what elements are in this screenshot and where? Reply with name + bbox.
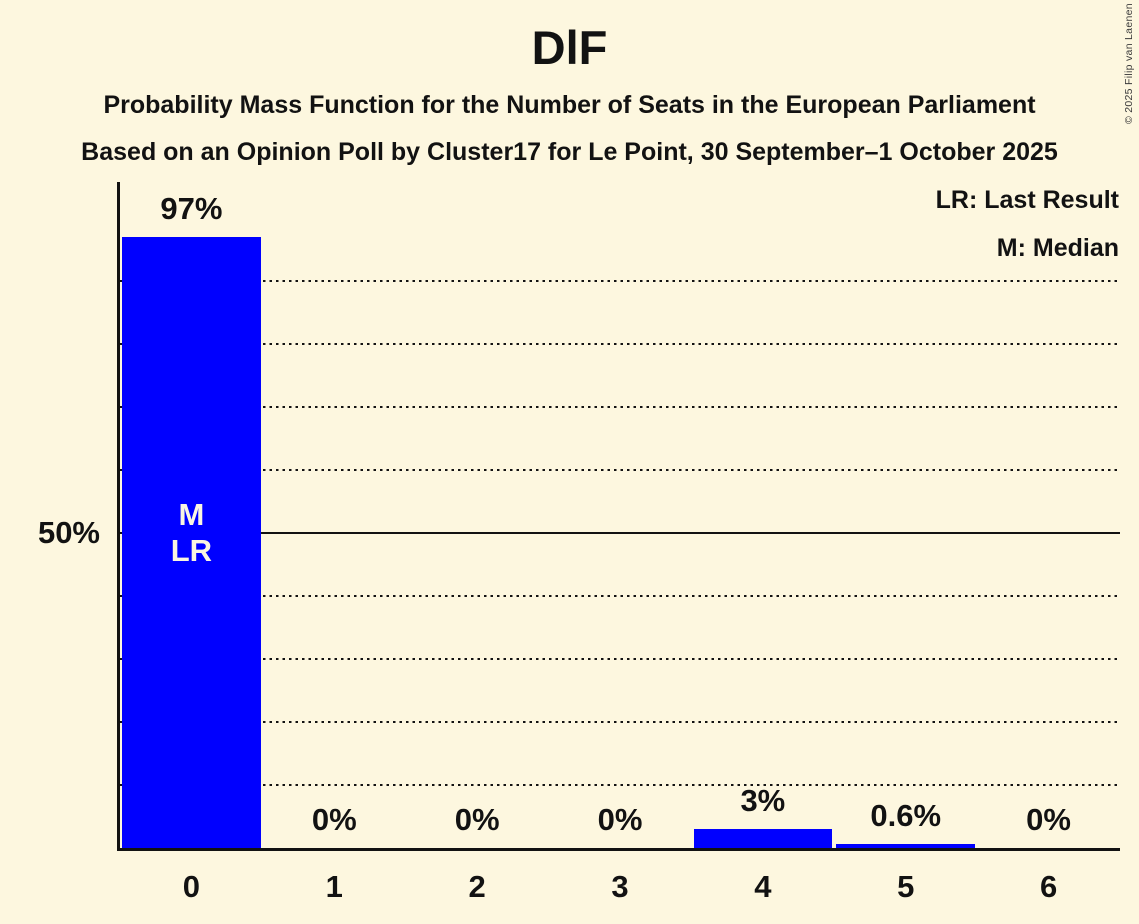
gridline-dotted-90 (120, 280, 1120, 282)
gridline-solid-50 (120, 532, 1120, 534)
gridline-dotted-40 (120, 595, 1120, 597)
chart-source-line: Based on an Opinion Poll by Cluster17 fo… (81, 138, 1058, 166)
x-tick-label-3: 3 (611, 869, 629, 904)
gridline-dotted-30 (120, 658, 1120, 660)
plot-area: 97% M LR 0% 0% 0% 3% 0.6% 0% (117, 182, 1120, 851)
bar-slot-6: 0% (977, 182, 1120, 848)
bar-slot-1: 0% (263, 182, 406, 848)
x-tick-label-4: 4 (754, 869, 772, 904)
x-tick-label-0: 0 (182, 869, 201, 904)
x-tick-label-1: 1 (325, 869, 343, 904)
copyright-notice: © 2025 Filip van Laenen (1123, 3, 1135, 124)
bar-seats-5 (836, 844, 975, 848)
value-label-5: 0.6% (870, 798, 942, 834)
x-tick-label-2: 2 (468, 869, 486, 904)
legend-median: M: Median (996, 234, 1119, 262)
value-label-0: 97% (160, 190, 223, 226)
bar-seats-0 (122, 236, 261, 848)
gridline-dotted-80 (120, 343, 1120, 345)
gridline-dotted-70 (120, 406, 1120, 408)
value-label-4: 3% (740, 783, 786, 819)
bar-slot-5: 0.6% (834, 182, 977, 848)
y-axis-label-50: 50% (37, 515, 100, 550)
gridline-dotted-10 (120, 784, 1120, 786)
annotation-m: M (178, 497, 205, 532)
value-label-6: 0% (1026, 802, 1071, 837)
bar-slot-4: 3% (691, 182, 834, 848)
bar-seats-4 (693, 829, 833, 848)
bar-slot-0: 97% M LR (120, 182, 263, 848)
bar-slot-3: 0% (549, 182, 692, 848)
bar-annotation-0: M LR (120, 497, 263, 569)
gridline-dotted-60 (120, 469, 1120, 471)
value-label-3: 0% (597, 802, 643, 837)
value-label-2: 0% (454, 802, 500, 837)
gridline-dotted-20 (120, 721, 1120, 723)
x-tick-label-6: 6 (1039, 869, 1058, 904)
chart-subtitle: Probability Mass Function for the Number… (103, 91, 1036, 119)
x-tick-label-5: 5 (897, 869, 915, 904)
bar-slot-2: 0% (406, 182, 549, 848)
page-title: DlF (531, 21, 608, 74)
annotation-lr: LR (170, 533, 213, 568)
value-label-1: 0% (311, 802, 357, 837)
x-axis-labels: 0 1 2 3 4 5 6 (120, 869, 1120, 911)
legend-last-result: LR: Last Result (935, 186, 1119, 214)
